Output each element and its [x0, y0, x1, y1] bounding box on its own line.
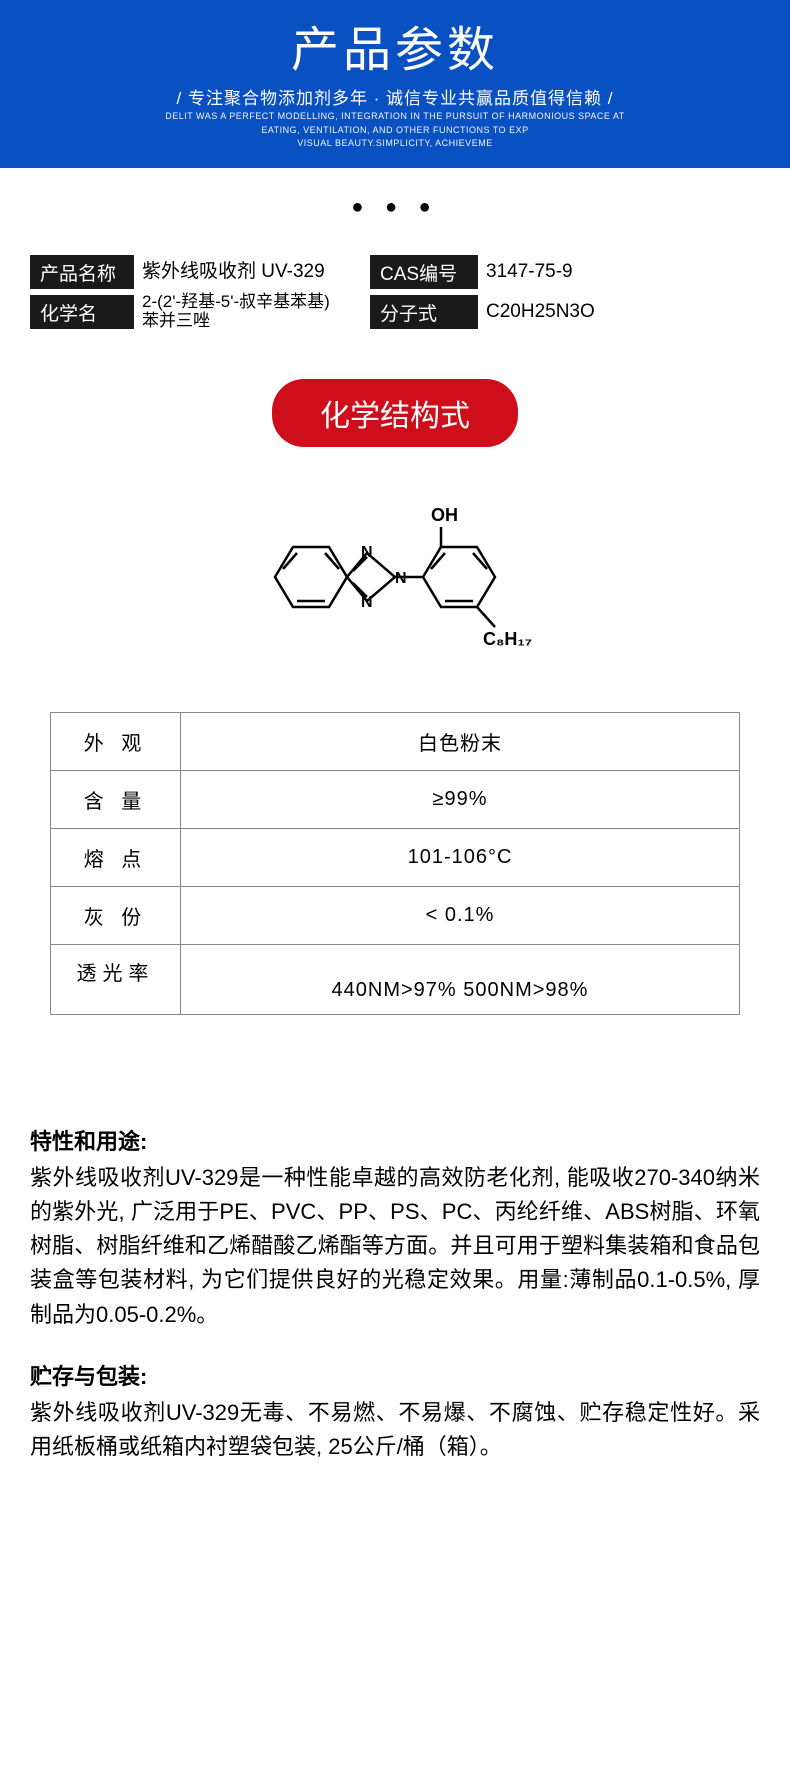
table-row: 熔 点 101-106°C: [51, 829, 740, 887]
structure-svg: N N N OH C₈H₁₇: [255, 497, 535, 657]
structure-heading: 化学结构式: [272, 379, 518, 447]
chem-name-label: 化学名: [30, 295, 134, 329]
info-grid: 产品名称 紫外线吸收剂 UV-329 CAS编号 3147-75-9 化学名 2…: [0, 255, 790, 329]
properties-heading: 特性和用途:: [30, 1125, 760, 1159]
cas-label: CAS编号: [370, 255, 478, 289]
table-row: 灰 份 < 0.1%: [51, 887, 740, 945]
chemical-structure: N N N OH C₈H₁₇: [0, 497, 790, 662]
svg-text:N: N: [395, 570, 407, 587]
spec-value: 101-106°C: [181, 829, 740, 887]
oh-label: OH: [431, 505, 458, 525]
structure-heading-wrap: 化学结构式: [0, 329, 790, 477]
storage-heading: 贮存与包装:: [30, 1360, 760, 1394]
page-title: 产品参数: [0, 10, 790, 80]
product-name-value: 紫外线吸收剂 UV-329: [134, 255, 342, 289]
spec-label: 透光率: [51, 945, 181, 1015]
page-subtitle: / 专注聚合物添加剂多年 · 诚信专业共赢品质值得信赖 /: [0, 84, 790, 109]
spec-value: ≥99%: [181, 771, 740, 829]
product-name-label: 产品名称: [30, 255, 134, 289]
spec-value: 白色粉末: [181, 713, 740, 771]
table-row: 含 量 ≥99%: [51, 771, 740, 829]
svg-text:N: N: [361, 594, 373, 611]
spec-label: 外 观: [51, 713, 181, 771]
spec-table: 外 观 白色粉末 含 量 ≥99% 熔 点 101-106°C 灰 份 < 0.…: [50, 712, 740, 1015]
sub-label: C₈H₁₇: [483, 629, 532, 649]
table-row: 透光率 440NM>97% 500NM>98%: [51, 945, 740, 1015]
chem-name-value: 2-(2'-羟基-5'-叔辛基苯基)苯并三唑: [134, 295, 342, 329]
page-header: 产品参数 / 专注聚合物添加剂多年 · 诚信专业共赢品质值得信赖 / DELIT…: [0, 0, 790, 168]
dots-divider: ● ● ●: [0, 196, 790, 219]
storage-text: 紫外线吸收剂UV-329无毒、不易燃、不易爆、不腐蚀、贮存稳定性好。采用纸板桶或…: [30, 1396, 760, 1464]
spec-label: 灰 份: [51, 887, 181, 945]
spec-label: 熔 点: [51, 829, 181, 887]
table-row: 外 观 白色粉末: [51, 713, 740, 771]
formula-value: C20H25N3O: [478, 295, 686, 329]
header-en-line1: DELIT WAS A PERFECT MODELLING, INTEGRATI…: [0, 111, 790, 123]
spec-label: 含 量: [51, 771, 181, 829]
spec-value: 440NM>97% 500NM>98%: [181, 945, 740, 1015]
header-en-line2: EATING, VENTILATION, AND OTHER FUNCTIONS…: [0, 125, 790, 137]
cas-value: 3147-75-9: [478, 255, 686, 289]
header-en-line3: VISUAL BEAUTY.SIMPLICITY, ACHIEVEME: [0, 138, 790, 150]
svg-text:N: N: [361, 544, 373, 561]
formula-label: 分子式: [370, 295, 478, 329]
description-section: 特性和用途: 紫外线吸收剂UV-329是一种性能卓越的高效防老化剂, 能吸收27…: [0, 1125, 790, 1464]
properties-text: 紫外线吸收剂UV-329是一种性能卓越的高效防老化剂, 能吸收270-340纳米…: [30, 1161, 760, 1331]
spec-value: < 0.1%: [181, 887, 740, 945]
